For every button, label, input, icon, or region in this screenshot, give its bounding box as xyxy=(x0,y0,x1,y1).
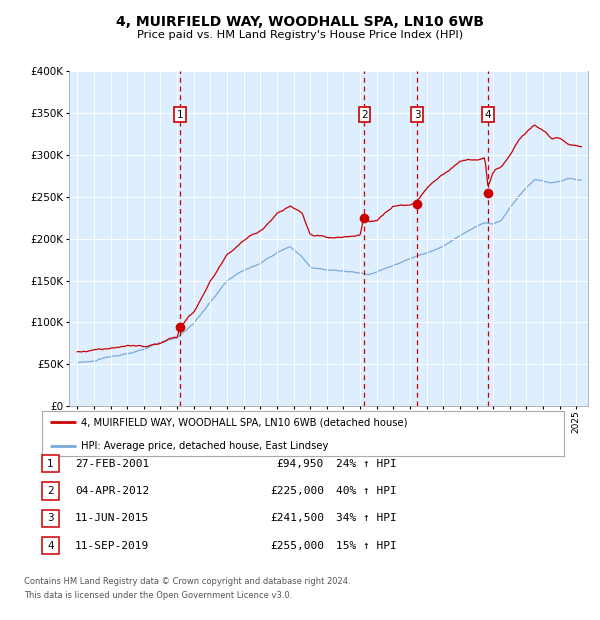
Text: 3: 3 xyxy=(47,513,54,523)
Text: 2: 2 xyxy=(47,486,54,496)
Text: 4, MUIRFIELD WAY, WOODHALL SPA, LN10 6WB: 4, MUIRFIELD WAY, WOODHALL SPA, LN10 6WB xyxy=(116,16,484,30)
Text: £255,000: £255,000 xyxy=(270,541,324,551)
Text: 4: 4 xyxy=(485,110,491,120)
Text: £241,500: £241,500 xyxy=(270,513,324,523)
Text: 24% ↑ HPI: 24% ↑ HPI xyxy=(336,459,397,469)
Text: 34% ↑ HPI: 34% ↑ HPI xyxy=(336,513,397,523)
Text: 40% ↑ HPI: 40% ↑ HPI xyxy=(336,486,397,496)
Text: 4, MUIRFIELD WAY, WOODHALL SPA, LN10 6WB (detached house): 4, MUIRFIELD WAY, WOODHALL SPA, LN10 6WB… xyxy=(81,417,407,427)
Text: This data is licensed under the Open Government Licence v3.0.: This data is licensed under the Open Gov… xyxy=(24,590,292,600)
Text: 4: 4 xyxy=(47,541,54,551)
Text: Price paid vs. HM Land Registry's House Price Index (HPI): Price paid vs. HM Land Registry's House … xyxy=(137,30,463,40)
Text: £225,000: £225,000 xyxy=(270,486,324,496)
Text: 2: 2 xyxy=(361,110,368,120)
Text: 04-APR-2012: 04-APR-2012 xyxy=(75,486,149,496)
Text: 27-FEB-2001: 27-FEB-2001 xyxy=(75,459,149,469)
Text: 1: 1 xyxy=(176,110,183,120)
Text: 11-SEP-2019: 11-SEP-2019 xyxy=(75,541,149,551)
Text: 1: 1 xyxy=(47,459,54,469)
Text: Contains HM Land Registry data © Crown copyright and database right 2024.: Contains HM Land Registry data © Crown c… xyxy=(24,577,350,586)
Text: £94,950: £94,950 xyxy=(277,459,324,469)
Text: 11-JUN-2015: 11-JUN-2015 xyxy=(75,513,149,523)
Text: 15% ↑ HPI: 15% ↑ HPI xyxy=(336,541,397,551)
Text: 3: 3 xyxy=(414,110,421,120)
Text: HPI: Average price, detached house, East Lindsey: HPI: Average price, detached house, East… xyxy=(81,441,329,451)
